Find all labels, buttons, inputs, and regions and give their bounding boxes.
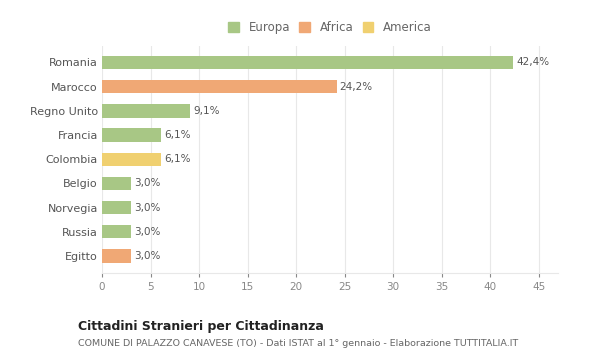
Text: 6,1%: 6,1% <box>164 154 191 164</box>
Bar <box>102 80 337 93</box>
Bar <box>102 153 161 166</box>
Text: 3,0%: 3,0% <box>134 178 160 188</box>
Text: 3,0%: 3,0% <box>134 203 160 213</box>
Legend: Europa, Africa, America: Europa, Africa, America <box>225 17 435 37</box>
Bar <box>102 201 131 214</box>
Bar <box>102 104 190 118</box>
Bar <box>102 128 161 142</box>
Text: 42,4%: 42,4% <box>516 57 550 68</box>
Bar <box>102 56 514 69</box>
Bar <box>102 249 131 262</box>
Text: 3,0%: 3,0% <box>134 227 160 237</box>
Text: 6,1%: 6,1% <box>164 130 191 140</box>
Text: 24,2%: 24,2% <box>340 82 373 92</box>
Text: Cittadini Stranieri per Cittadinanza: Cittadini Stranieri per Cittadinanza <box>78 320 324 333</box>
Bar <box>102 225 131 238</box>
Bar <box>102 177 131 190</box>
Text: 3,0%: 3,0% <box>134 251 160 261</box>
Text: 9,1%: 9,1% <box>193 106 220 116</box>
Text: COMUNE DI PALAZZO CANAVESE (TO) - Dati ISTAT al 1° gennaio - Elaborazione TUTTIT: COMUNE DI PALAZZO CANAVESE (TO) - Dati I… <box>78 340 518 349</box>
